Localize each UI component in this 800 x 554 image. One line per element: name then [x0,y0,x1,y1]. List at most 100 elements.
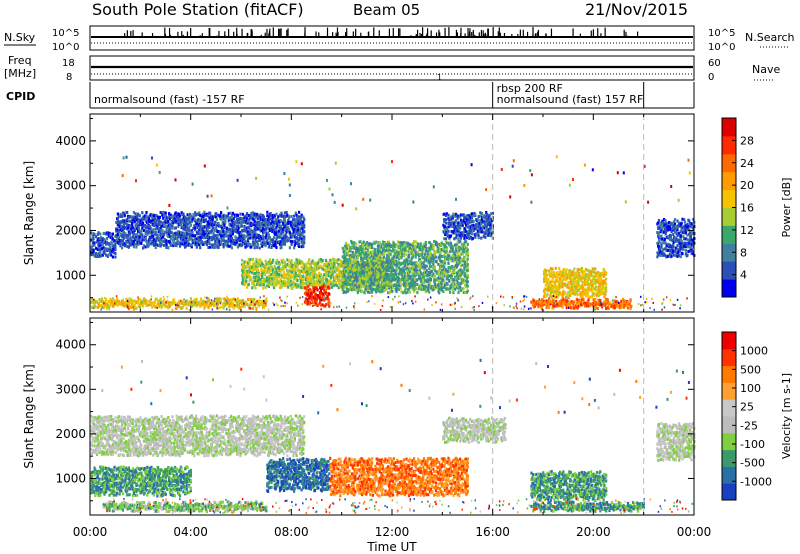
echo-cell [308,276,311,280]
echo-cell [432,263,435,267]
echo-cell [256,245,259,249]
echo-cell [293,218,296,221]
echo-cell [689,240,692,244]
echo-cell [199,219,203,223]
echo-cell [242,262,245,266]
echo-cell [220,241,223,245]
echo-cell [659,254,662,257]
echo-cell [260,280,263,284]
echo-cell [210,229,213,233]
echo-cell [687,224,690,228]
beam-label: Beam 05 [353,1,420,19]
echo-cell [262,263,265,267]
echo-cell [150,242,153,246]
echo-cell [223,239,226,243]
echo-cell [332,266,335,270]
echo-cell [299,281,302,285]
echo-cell [146,226,149,230]
echo-cell [114,242,117,246]
echo-cell [277,274,281,278]
echo-cell [248,217,251,221]
echo-cell [189,223,192,227]
echo-cell [224,242,227,246]
echo-cell [468,220,471,224]
echo-cell [259,235,262,239]
echo-cell [256,212,259,216]
echo-cell [657,253,661,257]
echo-cell [338,282,341,286]
echo-cell [290,215,293,218]
echo-cell [111,255,114,259]
echo-cell [200,229,203,233]
echo-cell [164,231,167,235]
echo-cell [673,227,677,231]
echo-cell [241,258,244,262]
echo-cell [291,221,294,225]
echo-cell [244,277,247,281]
echo-cell [375,240,378,244]
echo-cell [464,227,467,230]
echo-cell [193,214,196,218]
echo-cell [111,237,114,241]
echo-cell [459,225,462,229]
echo-cell [137,229,140,233]
echo-cell [260,225,263,229]
echo-cell [334,277,337,281]
echo-cell [148,238,151,241]
echo-cell [470,219,473,223]
echo-cell [270,268,273,272]
echo-cell [319,258,323,261]
echo-cell [470,232,474,236]
echo-cell [155,219,158,222]
echo-cell [289,265,292,269]
echo-cell [182,227,185,231]
echo-cell [282,258,285,262]
echo-cell [318,271,321,275]
echo-cell [121,225,124,229]
echo-cell [211,215,214,219]
echo-cell [152,238,156,242]
echo-cell [141,226,144,230]
echo-cell [111,244,114,248]
echo-cell [252,241,255,245]
echo-cell [93,241,96,245]
cpid-program-label: normalsound (fast) 157 RF [497,93,644,106]
echo-cell [474,235,477,239]
echo-cell [262,215,265,219]
echo-cell [241,278,244,282]
echo-cell [419,242,422,246]
echo-cell [329,280,332,284]
echo-cell [249,276,252,280]
echo-cell [376,284,380,288]
echo-cell [229,211,232,215]
echo-cell [313,284,316,288]
echo-cell [664,225,667,229]
echo-cell [99,232,102,236]
echo-cell [245,260,248,264]
echo-cell [251,271,254,275]
echo-cell [100,253,103,257]
echo-cell [172,232,175,236]
echo-cell [198,211,201,215]
echo-cell [246,217,249,221]
echo-cell [488,231,491,235]
echo-cell [477,225,480,229]
echo-cell [215,212,218,216]
echo-cell [236,217,239,221]
echo-cell [216,213,219,217]
echo-cell [203,241,206,244]
echo-cell [293,232,296,236]
echo-cell [236,230,239,234]
echo-cell [287,271,290,275]
echo-cell [246,285,249,289]
echo-cell [116,212,119,216]
echo-cell [248,264,251,268]
echo-cell [671,239,674,243]
echo-cell [188,216,191,220]
echo-cell [657,221,660,225]
echo-cell [142,238,146,242]
echo-cell [186,243,189,247]
echo-cell [303,262,306,266]
echo-cell [183,239,186,243]
echo-cell [256,243,260,247]
